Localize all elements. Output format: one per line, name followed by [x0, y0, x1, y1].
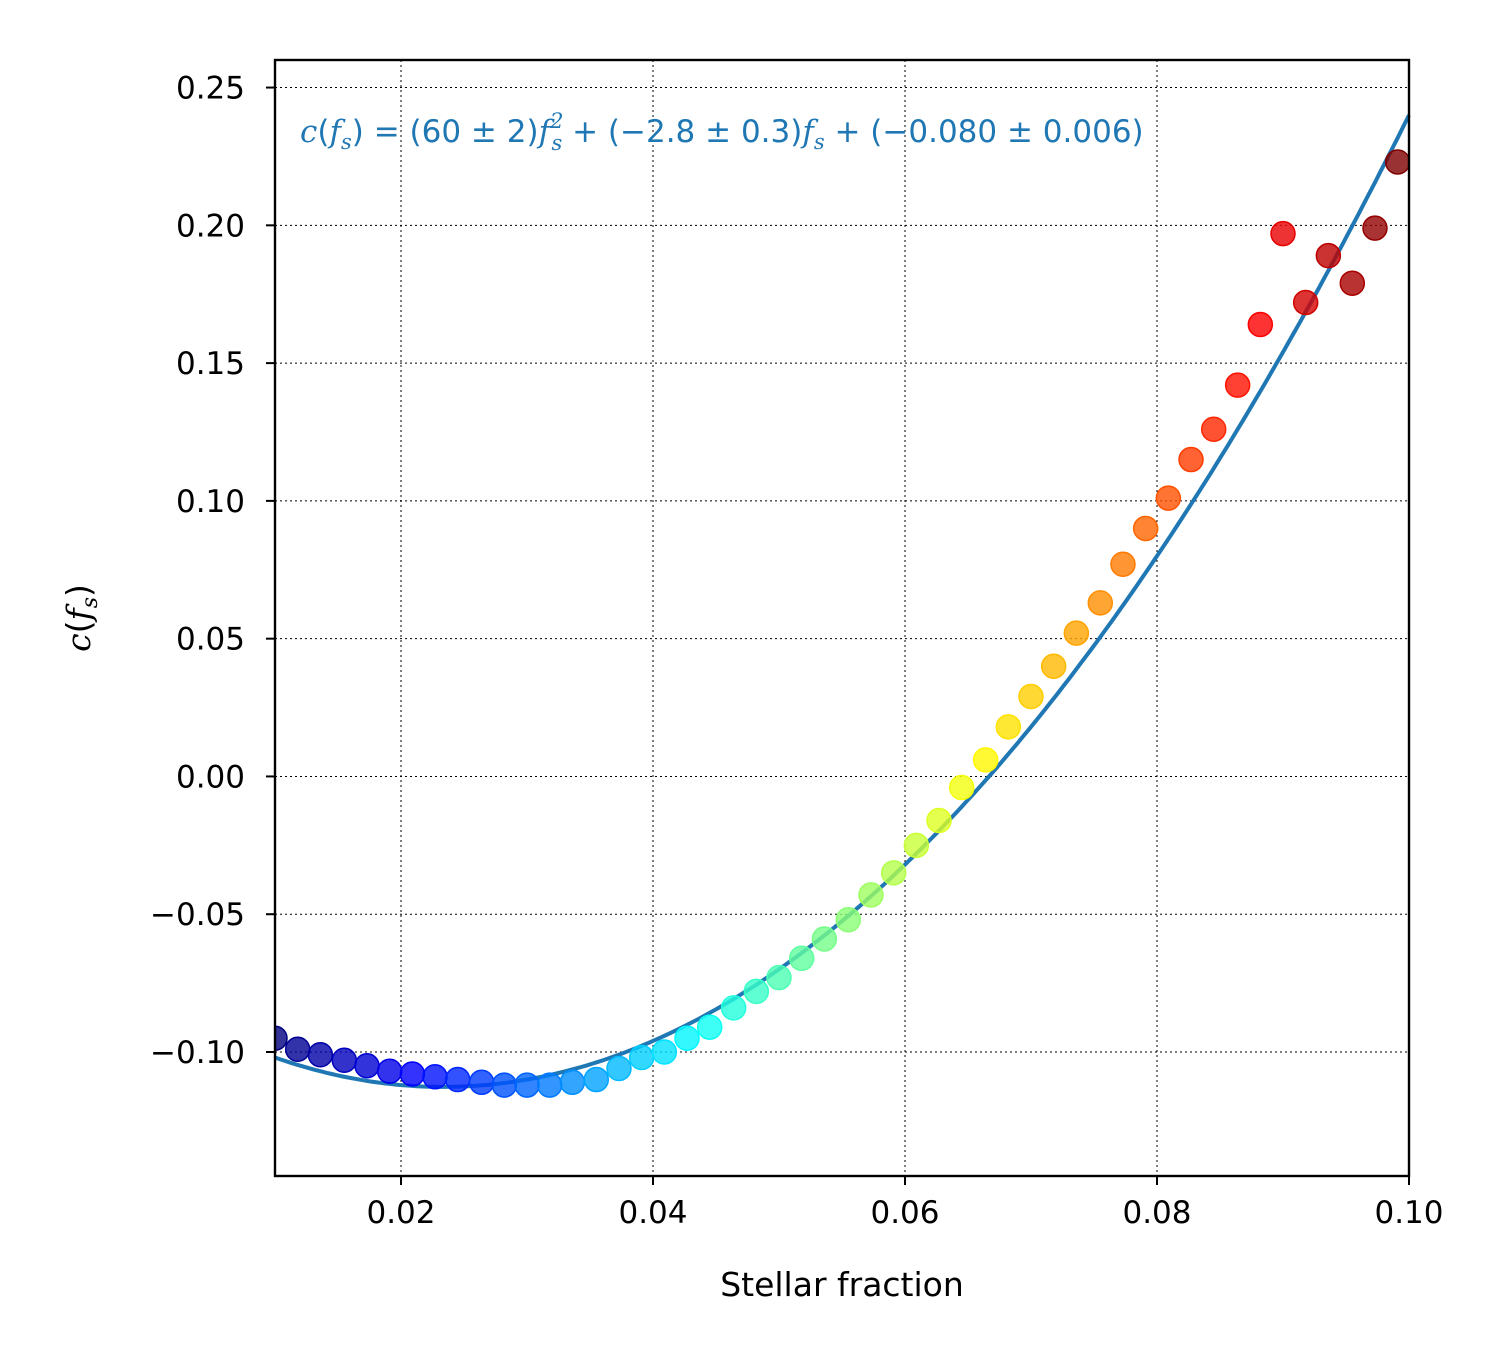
data-point [628, 1044, 655, 1071]
data-point [1040, 653, 1067, 679]
data-point [583, 1066, 610, 1093]
data-point [835, 906, 862, 933]
data-point [743, 978, 770, 1005]
gridlines [275, 60, 1410, 1176]
data-point [880, 860, 907, 886]
data-point [376, 1058, 403, 1085]
y-tick-label: 0.10 [176, 484, 245, 520]
data-point [1224, 372, 1251, 398]
data-point [559, 1069, 586, 1096]
data-point [1384, 149, 1409, 175]
fit-equation-annotation: c(fs) = (60 ± 2)f2 s + (−2.8 ± 0.3)fs + (… [300, 109, 1144, 155]
data-point [766, 964, 792, 991]
data-point [1018, 683, 1044, 710]
data-point [1339, 270, 1366, 296]
data-point [948, 774, 975, 801]
scatter-points [275, 149, 1409, 1098]
data-point [651, 1039, 678, 1065]
y-tick-label: 0.20 [176, 208, 245, 244]
data-point [972, 747, 999, 773]
x-tick-label: 0.04 [618, 1195, 687, 1231]
data-point [1270, 220, 1296, 247]
data-point [444, 1066, 471, 1093]
x-tick-label: 0.10 [1374, 1195, 1443, 1231]
data-point [606, 1055, 632, 1082]
data-point [1087, 590, 1114, 616]
data-point [284, 1036, 311, 1062]
data-point [514, 1072, 540, 1098]
data-point [858, 882, 884, 908]
y-axis-title: c(fs) [59, 584, 103, 652]
y-axis: −0.10 −0.05 0.00 0.05 0.10 0.15 0.20 0.25 [150, 71, 275, 1071]
data-point [1362, 215, 1388, 241]
x-axis-title: Stellar fraction [720, 1265, 964, 1304]
data-point [1110, 551, 1136, 578]
x-tick-label: 0.08 [1122, 1195, 1191, 1231]
data-point [1200, 416, 1227, 442]
data-point [1132, 515, 1159, 542]
y-tick-label: 0.15 [176, 346, 245, 382]
data-point [811, 926, 838, 952]
y-tick-label: −0.10 [150, 1035, 245, 1071]
data-point [399, 1061, 426, 1087]
y-tick-label: −0.05 [150, 897, 245, 933]
fit-curve [274, 114, 1411, 1089]
plot-frame [273, 58, 1411, 1178]
data-point [468, 1069, 495, 1096]
data-point [1155, 485, 1182, 511]
data-point [1178, 446, 1204, 473]
data-point [926, 807, 952, 834]
data-point [422, 1064, 448, 1090]
data-point [491, 1072, 518, 1098]
data-point [1315, 242, 1342, 269]
data-point [536, 1072, 563, 1098]
y-tick-label: 0.05 [176, 622, 245, 658]
data-point [1063, 620, 1090, 646]
x-tick-label: 0.06 [870, 1195, 939, 1231]
data-point [696, 1014, 723, 1040]
data-point [995, 714, 1022, 740]
data-point [674, 1025, 700, 1051]
data-point [1292, 289, 1319, 316]
x-axis: 0.02 0.04 0.06 0.08 0.10 [366, 1176, 1444, 1231]
y-tick-label: 0.00 [176, 759, 245, 795]
data-point [720, 995, 747, 1021]
data-point [1247, 311, 1274, 338]
x-tick-label: 0.02 [366, 1195, 435, 1231]
fit-curve-line [274, 114, 1411, 1089]
data-point [331, 1047, 358, 1074]
data-point [903, 832, 930, 859]
y-tick-label: 0.25 [176, 71, 245, 107]
data-point [788, 945, 815, 972]
data-point [307, 1042, 334, 1068]
data-point [275, 1025, 288, 1051]
data-point [354, 1053, 380, 1079]
